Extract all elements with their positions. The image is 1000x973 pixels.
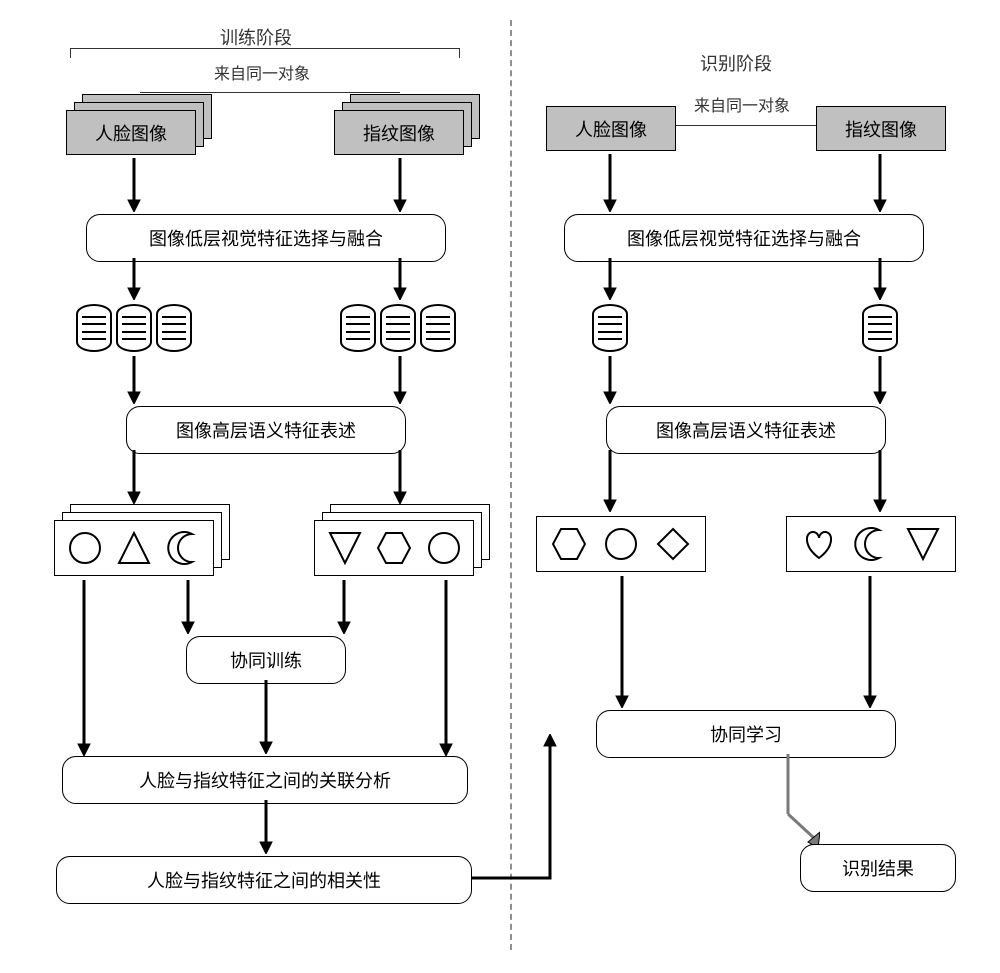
arrow-feat-hl-left-test [602, 356, 618, 404]
arrow-hl-shapes-right-test [872, 450, 888, 512]
same-subject-label-train: 来自同一对象 [210, 60, 314, 84]
low-level-box-train: 图像低层视觉特征选择与融合 [86, 214, 446, 262]
face-input-label-train: 人脸图像 [66, 110, 196, 155]
diagram-root: 训练阶段 来自同一对象 人脸图像 指纹图像 图像低层视觉特征选择与融合 [20, 20, 980, 950]
correlation-box: 人脸与指纹特征之间的相关性 [56, 856, 472, 904]
same-subject-line-train [140, 92, 400, 93]
arrow-shapes-cotrain-right [336, 580, 352, 634]
semantic-shapes-fp-test [786, 516, 956, 572]
face-input-stack-train: 人脸图像 [66, 110, 196, 155]
arrow-fp-lowlevel-train [392, 158, 408, 212]
face-input-test: 人脸图像 [546, 106, 676, 151]
arrow-fp-lowlevel-test [872, 154, 888, 212]
training-phase-panel: 训练阶段 来自同一对象 人脸图像 指纹图像 图像低层视觉特征选择与融合 [20, 20, 510, 950]
arrow-hl-shapes-left-train [126, 450, 142, 504]
arrow-correlation-to-colearn [472, 734, 602, 894]
arrow-ll-feat-right-test [872, 258, 888, 300]
arrow-shapes-cotrain-left [180, 580, 196, 634]
feature-vectors-fp-train [340, 304, 456, 352]
arrow-feat-hl-right-train [392, 356, 408, 404]
arrow-feat-hl-right-test [872, 356, 888, 404]
arrow-shapes-corr-left [76, 580, 92, 756]
feature-vector-face-test [592, 304, 628, 352]
arrow-cotrain-corranalysis [258, 680, 274, 754]
feature-vector-fp-test [862, 304, 898, 352]
arrow-hl-shapes-left-test [602, 450, 618, 512]
arrow-hl-shapes-right-train [392, 450, 408, 504]
arrow-shapes-colearn-right [862, 576, 878, 708]
cotrain-box: 协同训练 [186, 636, 346, 684]
correlation-analysis-box: 人脸与指纹特征之间的关联分析 [62, 756, 468, 804]
result-box: 识别结果 [800, 844, 956, 892]
low-level-box-test: 图像低层视觉特征选择与融合 [564, 214, 924, 262]
training-phase-label: 训练阶段 [220, 24, 292, 50]
arrow-shapes-corr-right [438, 580, 454, 756]
arrow-face-lowlevel-train [126, 158, 142, 212]
recognition-phase-label: 识别阶段 [700, 50, 772, 76]
arrow-face-lowlevel-test [602, 154, 618, 212]
arrow-ll-feat-left-test [602, 258, 618, 300]
fingerprint-input-label-train: 指纹图像 [334, 110, 464, 155]
fingerprint-input-test: 指纹图像 [816, 106, 946, 151]
arrow-ll-feat-right-train [392, 258, 408, 300]
arrow-ll-feat-left-train [126, 258, 142, 300]
arrow-colearn-result [780, 754, 820, 850]
arrow-feat-hl-left-train [126, 356, 142, 404]
high-level-box-test: 图像高层语义特征表述 [606, 406, 886, 454]
colearn-box: 协同学习 [596, 710, 896, 758]
arrow-corranalysis-corr [258, 800, 274, 854]
high-level-box-train: 图像高层语义特征表述 [126, 406, 406, 454]
fingerprint-input-stack-train: 指纹图像 [334, 110, 464, 155]
same-subject-label-test: 来自同一对象 [690, 92, 794, 116]
arrow-shapes-colearn-left [614, 576, 630, 708]
semantic-shapes-face-test [536, 516, 706, 572]
feature-vectors-face-train [76, 304, 192, 352]
